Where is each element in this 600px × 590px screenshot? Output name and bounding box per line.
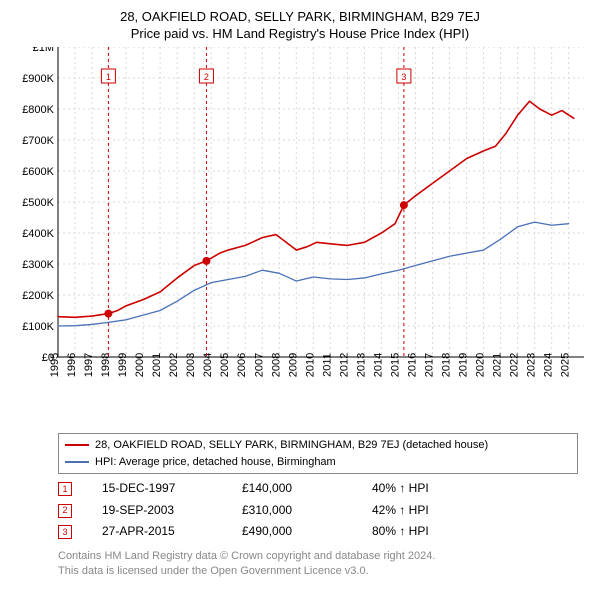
legend-row-0: 28, OAKFIELD ROAD, SELLY PARK, BIRMINGHA… (65, 437, 571, 454)
svg-text:1996: 1996 (66, 353, 78, 377)
svg-text:2022: 2022 (509, 353, 521, 377)
chart-subtitle: Price paid vs. HM Land Registry's House … (12, 26, 588, 41)
sale-row-2: 2 19-SEP-2003£310,00042% ↑ HPI (58, 500, 588, 522)
sale-date: 27-APR-2015 (102, 521, 242, 543)
sale-price: £310,000 (242, 500, 372, 522)
svg-text:£200K: £200K (22, 290, 54, 302)
sale-hpi: 40% ↑ HPI (372, 478, 429, 500)
svg-text:2015: 2015 (389, 353, 401, 377)
svg-text:2014: 2014 (372, 353, 384, 377)
svg-text:£100K: £100K (22, 321, 54, 333)
svg-text:1: 1 (106, 72, 111, 82)
footer-line1: Contains HM Land Registry data © Crown c… (58, 549, 588, 564)
sale-date: 15-DEC-1997 (102, 478, 242, 500)
sale-row-1: 1 15-DEC-1997£140,00040% ↑ HPI (58, 478, 588, 500)
sale-marker-3: 3 (58, 525, 72, 539)
svg-text:2013: 2013 (355, 353, 367, 377)
svg-text:1999: 1999 (117, 353, 129, 377)
chart-container: 28, OAKFIELD ROAD, SELLY PARK, BIRMINGHA… (0, 0, 600, 590)
svg-text:2005: 2005 (219, 353, 231, 377)
svg-text:2004: 2004 (202, 353, 214, 377)
svg-text:£700K: £700K (22, 135, 54, 147)
legend-label: 28, OAKFIELD ROAD, SELLY PARK, BIRMINGHA… (95, 437, 488, 454)
svg-text:£800K: £800K (22, 104, 54, 116)
svg-text:2016: 2016 (406, 353, 418, 377)
svg-text:2017: 2017 (423, 353, 435, 377)
svg-text:2002: 2002 (168, 353, 180, 377)
sale-hpi: 42% ↑ HPI (372, 500, 429, 522)
svg-text:2000: 2000 (134, 353, 146, 377)
legend-row-1: HPI: Average price, detached house, Birm… (65, 454, 571, 471)
sale-date: 19-SEP-2003 (102, 500, 242, 522)
svg-text:1997: 1997 (83, 353, 95, 377)
svg-text:£400K: £400K (22, 228, 54, 240)
sales-table: 1 15-DEC-1997£140,00040% ↑ HPI 2 19-SEP-200… (58, 478, 588, 543)
svg-text:2001: 2001 (151, 353, 163, 377)
svg-text:£300K: £300K (22, 259, 54, 271)
svg-text:2020: 2020 (475, 353, 487, 377)
svg-text:£1M: £1M (33, 47, 54, 54)
svg-text:£500K: £500K (22, 197, 54, 209)
svg-text:2006: 2006 (236, 353, 248, 377)
svg-text:2018: 2018 (441, 353, 453, 377)
svg-text:2025: 2025 (560, 353, 572, 377)
svg-text:2024: 2024 (543, 353, 555, 377)
svg-text:£600K: £600K (22, 166, 54, 178)
sale-marker-1: 1 (58, 482, 72, 496)
svg-text:2: 2 (204, 72, 209, 82)
svg-text:3: 3 (401, 72, 406, 82)
footer-attribution: Contains HM Land Registry data © Crown c… (58, 549, 588, 580)
sale-marker-2: 2 (58, 504, 72, 518)
svg-text:2012: 2012 (338, 353, 350, 377)
legend-label: HPI: Average price, detached house, Birm… (95, 454, 336, 471)
legend-box: 28, OAKFIELD ROAD, SELLY PARK, BIRMINGHA… (58, 433, 578, 474)
svg-text:2019: 2019 (458, 353, 470, 377)
svg-text:2007: 2007 (253, 353, 265, 377)
svg-text:2023: 2023 (526, 353, 538, 377)
chart-title: 28, OAKFIELD ROAD, SELLY PARK, BIRMINGHA… (12, 8, 588, 26)
chart-svg: £0£100K£200K£300K£400K£500K£600K£700K£80… (12, 47, 588, 427)
svg-text:£900K: £900K (22, 73, 54, 85)
svg-text:2003: 2003 (185, 353, 197, 377)
sale-hpi: 80% ↑ HPI (372, 521, 429, 543)
svg-text:2010: 2010 (304, 353, 316, 377)
svg-text:2009: 2009 (287, 353, 299, 377)
footer-line2: This data is licensed under the Open Gov… (58, 564, 588, 579)
svg-text:1998: 1998 (100, 353, 112, 377)
chart-area: £0£100K£200K£300K£400K£500K£600K£700K£80… (12, 47, 588, 427)
svg-text:2008: 2008 (270, 353, 282, 377)
sale-price: £490,000 (242, 521, 372, 543)
sale-row-3: 3 27-APR-2015£490,00080% ↑ HPI (58, 521, 588, 543)
legend-swatch (65, 444, 89, 446)
legend-swatch (65, 461, 89, 463)
sale-price: £140,000 (242, 478, 372, 500)
svg-text:2021: 2021 (492, 353, 504, 377)
svg-text:1995: 1995 (49, 353, 61, 377)
